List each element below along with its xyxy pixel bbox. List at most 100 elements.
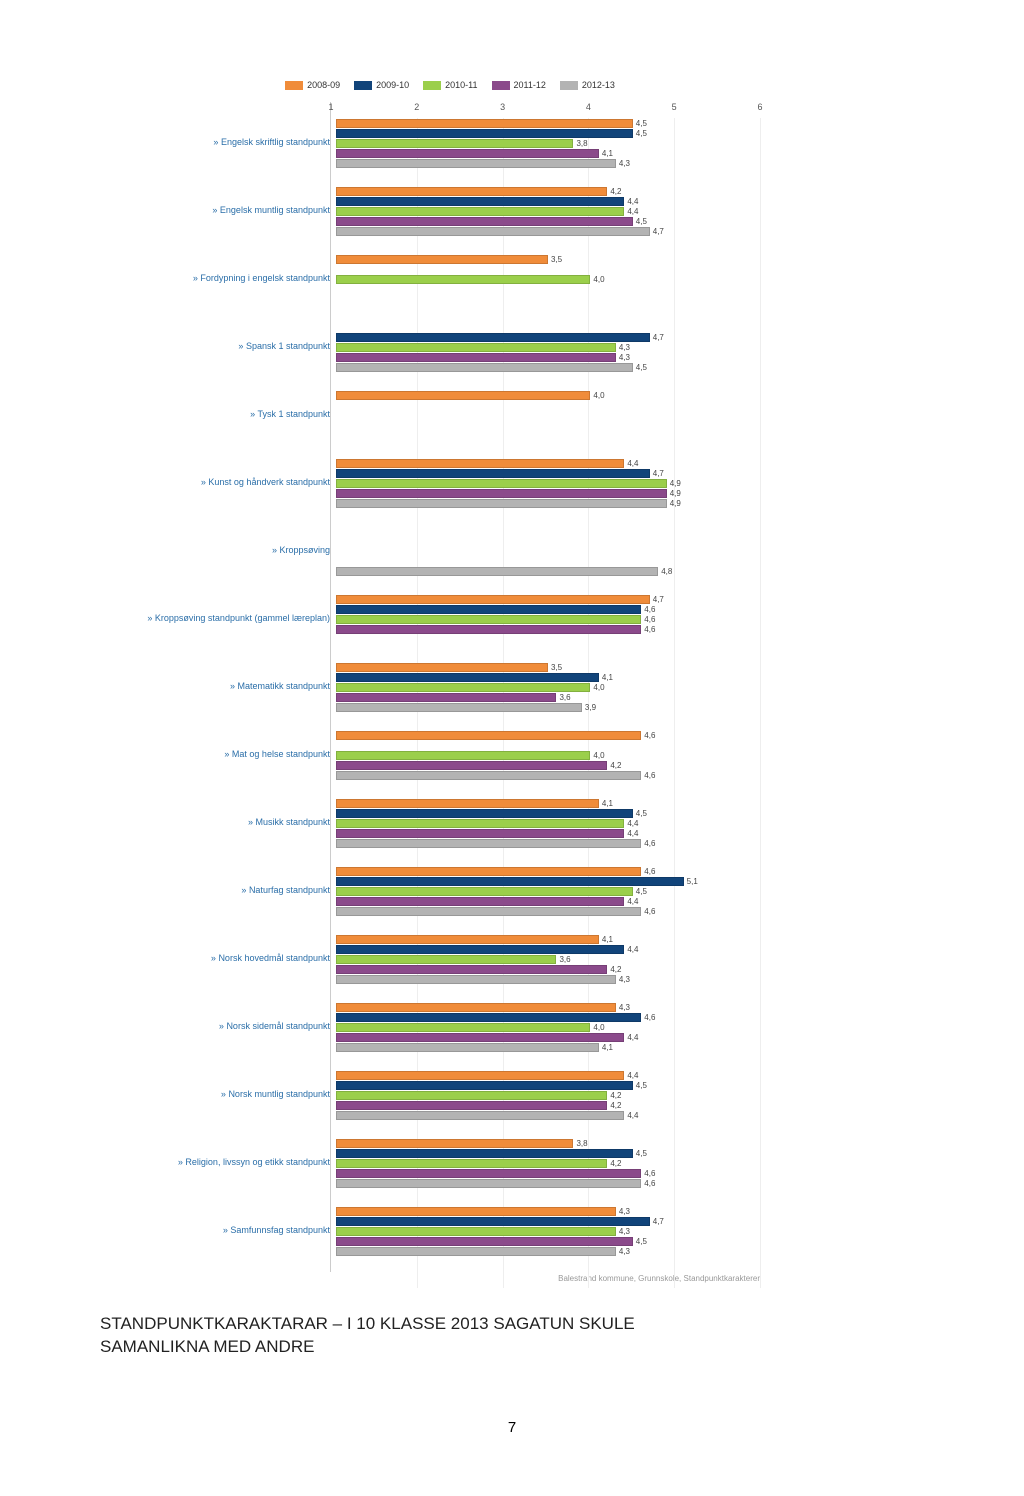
bar-value: 3,8: [576, 139, 587, 148]
legend-label: 2010-11: [445, 80, 477, 90]
group-bars: 4,34,74,34,54,3: [336, 1206, 760, 1256]
bar-row: 4,5: [336, 1080, 760, 1090]
page-number: 7: [100, 1419, 924, 1436]
bar-row: 4,2: [336, 760, 760, 770]
legend-swatch: [492, 81, 510, 90]
bar-row: 4,3: [336, 1246, 760, 1256]
bar-row: 4,6: [336, 624, 760, 634]
bar-row: [336, 526, 760, 536]
bar-value: 4,1: [602, 673, 613, 682]
bar-row: 4,5: [336, 128, 760, 138]
legend-item: 2008-09: [285, 80, 340, 90]
bar: [336, 227, 650, 236]
bar-row: 4,5: [336, 118, 760, 128]
bar: [336, 1159, 607, 1168]
bar-row: 4,1: [336, 672, 760, 682]
bar-value: 4,2: [610, 1091, 621, 1100]
bar: [336, 255, 548, 264]
bar-value: 4,0: [593, 1023, 604, 1032]
bar-row: 4,2: [336, 1100, 760, 1110]
bar-value: 4,7: [653, 1217, 664, 1226]
bar-value: 4,5: [636, 809, 647, 818]
bar: [336, 197, 624, 206]
bar-row: 4,3: [336, 1226, 760, 1236]
bar-value: 5,1: [687, 877, 698, 886]
chart-group: Kroppsøving standpunkt (gammel læreplan)…: [140, 594, 760, 644]
group-bars: 4,44,74,94,94,9: [336, 458, 760, 508]
group-bars: 4,14,43,64,24,3: [336, 934, 760, 984]
chart-group: Kunst og håndverk standpunkt4,44,74,94,9…: [140, 458, 760, 508]
gridline: [760, 118, 761, 1288]
bar-value: 4,6: [644, 907, 655, 916]
group-bars: 4,34,64,04,44,1: [336, 1002, 760, 1052]
bar: [336, 945, 624, 954]
bar-row: 4,4: [336, 458, 760, 468]
bar-value: 4,6: [644, 771, 655, 780]
chart-group: Spansk 1 standpunkt4,74,34,34,5: [140, 322, 760, 372]
bar-value: 4,5: [636, 217, 647, 226]
bar: [336, 703, 582, 712]
bar: [336, 469, 650, 478]
bar: [336, 965, 607, 974]
chart-group: Kroppsøving4,8: [140, 526, 760, 576]
bar-value: 4,4: [627, 459, 638, 468]
bar: [336, 867, 641, 876]
bar-row: 4,7: [336, 332, 760, 342]
bar: [336, 363, 633, 372]
bar-row: [336, 294, 760, 304]
bar-row: 4,0: [336, 1022, 760, 1032]
bar-row: 4,7: [336, 594, 760, 604]
chart-group: Musikk standpunkt4,14,54,44,44,6: [140, 798, 760, 848]
bar-row: 4,7: [336, 226, 760, 236]
bar-row: 4,4: [336, 896, 760, 906]
bar-value: 3,6: [559, 693, 570, 702]
bar: [336, 975, 616, 984]
bar-row: 4,7: [336, 468, 760, 478]
bar-row: 3,5: [336, 662, 760, 672]
bar: [336, 683, 590, 692]
bar-value: 4,7: [653, 333, 664, 342]
bar-row: [336, 536, 760, 546]
bar-value: 4,4: [627, 1071, 638, 1080]
bar-row: 4,2: [336, 1090, 760, 1100]
bar-row: 4,6: [336, 1168, 760, 1178]
bar: [336, 1247, 616, 1256]
bar: [336, 799, 599, 808]
chart-group: Norsk muntlig standpunkt4,44,54,24,24,4: [140, 1070, 760, 1120]
bar-row: 4,6: [336, 770, 760, 780]
bar-value: 4,3: [619, 1003, 630, 1012]
bar: [336, 1081, 633, 1090]
bar-value: 4,9: [670, 489, 681, 498]
bar-value: 4,5: [636, 1237, 647, 1246]
bar-value: 4,2: [610, 1159, 621, 1168]
legend-swatch: [423, 81, 441, 90]
chart-group: Mat og helse standpunkt4,64,04,24,6: [140, 730, 760, 780]
bar-value: 4,2: [610, 187, 621, 196]
bar: [336, 693, 556, 702]
bar: [336, 1169, 641, 1178]
bar-value: 4,5: [636, 119, 647, 128]
bar-row: 4,1: [336, 934, 760, 944]
bar-row: 4,5: [336, 1148, 760, 1158]
bar-row: 4,9: [336, 478, 760, 488]
bar-value: 4,0: [593, 391, 604, 400]
bar: [336, 343, 616, 352]
bar-row: 4,6: [336, 1178, 760, 1188]
bar-row: 4,2: [336, 964, 760, 974]
bar-row: 4,5: [336, 886, 760, 896]
bar-value: 4,2: [610, 1101, 621, 1110]
bar-value: 4,4: [627, 897, 638, 906]
bar-row: 4,6: [336, 838, 760, 848]
bar-row: 4,8: [336, 566, 760, 576]
group-label: Musikk standpunkt: [140, 818, 336, 828]
bar-row: 4,6: [336, 1012, 760, 1022]
bar-row: 3,6: [336, 692, 760, 702]
bar-row: 4,5: [336, 808, 760, 818]
bar: [336, 1179, 641, 1188]
bar-value: 4,6: [644, 839, 655, 848]
bar-row: 3,9: [336, 702, 760, 712]
bar: [336, 149, 599, 158]
bar-value: 4,9: [670, 499, 681, 508]
bar-row: 4,3: [336, 342, 760, 352]
bar-value: 4,5: [636, 363, 647, 372]
